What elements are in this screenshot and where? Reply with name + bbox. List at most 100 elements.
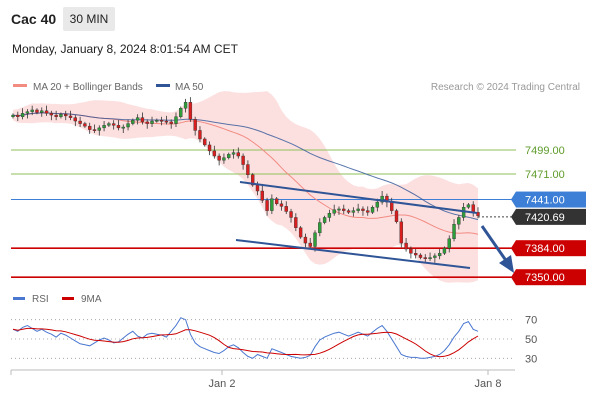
candle-body — [131, 119, 135, 124]
candle-49 — [246, 160, 250, 179]
candle-72 — [356, 203, 360, 214]
ma20-legend-label: MA 20 + Bollinger Bands — [33, 82, 143, 93]
candle-body — [126, 123, 130, 128]
candle-45 — [227, 152, 231, 160]
price-panel: 7499.00 7471.00 7441.00 7384.00 7350.00 7420.… — [11, 91, 586, 286]
candle-body — [375, 201, 380, 208]
candle-body — [327, 212, 332, 218]
candle-body — [198, 130, 202, 140]
candle-body — [11, 114, 15, 117]
level-tag-arrow — [511, 240, 516, 257]
last-price-tag — [516, 208, 586, 225]
candle-body — [121, 126, 125, 129]
candle-body — [236, 152, 240, 157]
candle-65 — [322, 215, 327, 225]
level-tag-arrow — [511, 191, 516, 208]
candle-58 — [289, 208, 293, 223]
candle-body — [251, 174, 255, 186]
candle-69 — [342, 204, 346, 215]
candle-75 — [370, 205, 375, 215]
candle-38 — [193, 116, 197, 136]
candle-body — [88, 125, 92, 130]
candle-body — [35, 109, 39, 113]
candle-52 — [260, 185, 264, 203]
channel-lower-line — [235, 239, 471, 269]
candle-48 — [241, 153, 245, 170]
last-price-tag-arrow — [511, 208, 516, 225]
candle-91 — [447, 235, 451, 253]
candle-body — [116, 125, 121, 129]
candle-body — [212, 150, 217, 157]
candle-47 — [236, 147, 240, 159]
candle-body — [452, 224, 456, 240]
rsi-ma-line — [12, 327, 479, 358]
candle-body — [169, 121, 173, 124]
candle-body — [361, 208, 365, 211]
candle-body — [437, 253, 442, 257]
candle-88 — [433, 253, 437, 263]
candle-body — [111, 123, 116, 126]
candle-body — [308, 242, 312, 247]
candle-body — [64, 114, 68, 117]
candle-5 — [35, 108, 39, 115]
x-tick-label: Jan 2 — [209, 378, 236, 390]
channel-upper-line — [239, 181, 478, 214]
candle-90 — [442, 246, 447, 256]
candle-body — [40, 110, 44, 113]
candle-42 — [212, 145, 217, 159]
candle-55 — [274, 196, 279, 206]
instrument-title: Cac 40 — [11, 11, 56, 27]
candle-body — [97, 127, 101, 131]
candle-body — [83, 123, 87, 127]
candle-82 — [404, 237, 408, 252]
candle-body — [159, 119, 164, 122]
candle-63 — [313, 230, 317, 252]
candle-body — [222, 157, 226, 161]
candle-body — [457, 217, 461, 225]
candle-body — [188, 102, 193, 120]
candle-body — [49, 113, 54, 116]
candle-body — [366, 210, 370, 213]
candle-2 — [20, 108, 25, 120]
candle-body — [318, 222, 322, 234]
candle-body — [274, 198, 279, 205]
interval-badge[interactable] — [63, 7, 115, 31]
rsi-ma-legend-swatch — [62, 297, 74, 300]
candle-15 — [83, 121, 87, 128]
candle-body — [270, 198, 274, 211]
candle-8 — [49, 110, 54, 121]
candle-74 — [366, 206, 370, 216]
candle-68 — [337, 206, 341, 215]
candle-body — [193, 119, 197, 131]
candle-89 — [437, 249, 442, 260]
ma50-legend-swatch — [156, 84, 170, 87]
candle-36 — [183, 98, 188, 113]
candle-84 — [413, 249, 418, 259]
candle-41 — [207, 141, 212, 156]
candle-body — [313, 232, 317, 247]
candle-97 — [476, 207, 480, 219]
candle-95 — [466, 202, 471, 209]
candle-3 — [25, 109, 30, 119]
candle-body — [260, 190, 264, 201]
candle-28 — [145, 119, 149, 129]
rsi-legend-label: RSI — [32, 294, 49, 305]
candle-body — [298, 227, 303, 238]
candle-body — [466, 204, 471, 208]
ma20-legend-swatch — [13, 84, 27, 87]
candle-body — [442, 247, 447, 254]
candle-body — [59, 114, 63, 117]
candle-66 — [327, 209, 332, 222]
candle-9 — [54, 110, 58, 121]
candle-71 — [351, 207, 356, 217]
ma50-line — [12, 112, 479, 221]
candle-32 — [164, 115, 169, 125]
x-axis: Jan 2 Jan 8 — [10, 370, 501, 390]
candle-64 — [318, 218, 322, 237]
candle-body — [404, 242, 408, 250]
candle-body — [413, 253, 418, 256]
candle-body — [279, 203, 284, 207]
level-label-7499.00: 7499.00 — [525, 145, 565, 157]
candle-body — [380, 195, 384, 203]
